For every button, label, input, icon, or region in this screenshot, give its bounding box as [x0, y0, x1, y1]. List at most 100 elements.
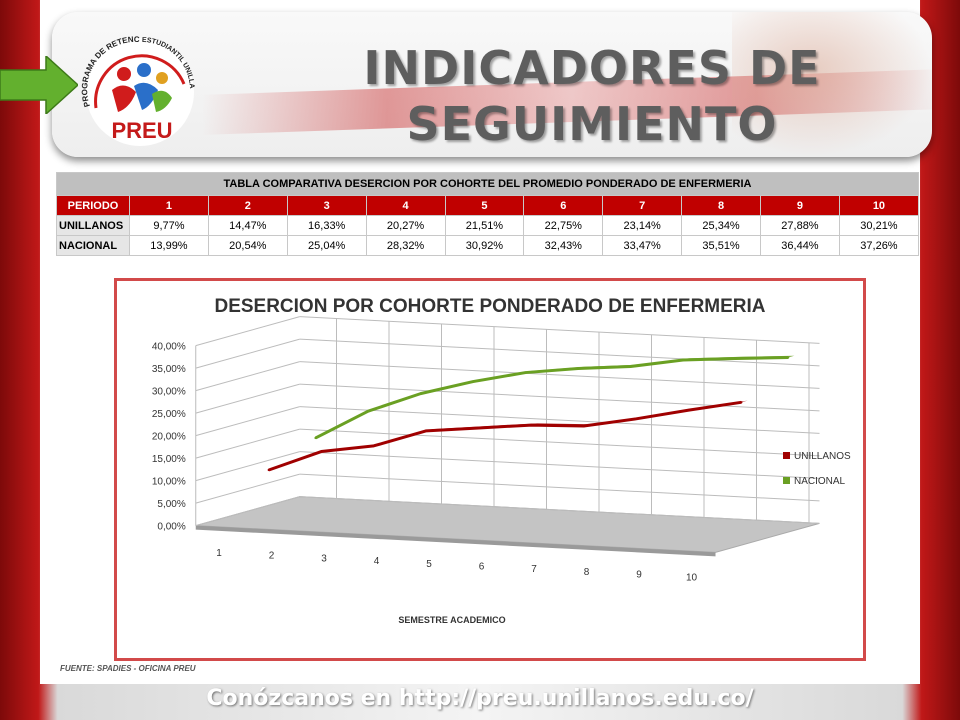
x-tick-label: 5 — [426, 559, 432, 570]
y-tick-label: 0,00% — [157, 522, 185, 533]
x-tick-label: 7 — [531, 564, 537, 575]
back-wall-gridline — [299, 428, 820, 457]
series-line-nacional — [314, 356, 789, 440]
header-banner: INDICADORES DE SEGUIMIENTO — [52, 12, 932, 157]
y-tick-label: 10,00% — [152, 477, 186, 488]
x-tick-label: 6 — [479, 562, 485, 573]
row-label-unillanos: UNILLANOS — [56, 215, 130, 236]
legend-swatch-nacional — [783, 477, 790, 484]
logo-preu-text: PREU — [111, 118, 172, 143]
data-point-unillanos — [582, 424, 585, 428]
data-point-nacional — [366, 409, 370, 413]
data-point-nacional — [419, 392, 422, 395]
table-row: NACIONAL 13,99% 20,54% 25,04% 28,32% 30,… — [56, 235, 920, 256]
x-tick-label: 3 — [321, 553, 327, 564]
table-cell: 36,44% — [760, 235, 840, 256]
table-cell: 22,75% — [523, 215, 604, 236]
x-tick-label: 8 — [584, 567, 590, 578]
table-cell: 30,92% — [444, 235, 525, 256]
table-cell: 27,88% — [760, 215, 840, 236]
comparison-table: TABLA COMPARATIVA DESERCION POR COHORTE … — [56, 172, 920, 256]
table-cell: 25,04% — [286, 235, 367, 256]
table-cell: 37,26% — [838, 235, 920, 256]
chart-container: DESERCION POR COHORTE PONDERADO DE ENFER… — [114, 278, 866, 661]
data-point-unillanos — [530, 423, 533, 427]
side-wall-gridline — [195, 428, 300, 459]
data-point-unillanos — [372, 444, 375, 448]
table-cell: 28,32% — [365, 235, 446, 256]
back-wall-gridline — [299, 451, 820, 479]
data-point-unillanos — [740, 401, 743, 404]
side-wall-gridline — [195, 496, 300, 527]
data-point-nacional — [524, 371, 527, 374]
x-tick-label: 1 — [216, 548, 222, 559]
page-title: INDICADORES DE SEGUIMIENTO — [252, 40, 932, 152]
data-point-unillanos — [635, 417, 638, 421]
back-wall-gridline — [299, 383, 820, 412]
back-wall-gridline — [299, 473, 820, 502]
y-tick-label: 30,00% — [152, 387, 186, 398]
table-cell: 20,54% — [207, 235, 288, 256]
data-point-unillanos — [267, 468, 270, 472]
back-wall-gridline — [299, 338, 820, 367]
legend-label-unillanos: UNILLANOS — [794, 451, 851, 462]
footer-website: Conózcanos en http://preu.unillanos.edu.… — [206, 686, 754, 711]
table-cell: 13,99% — [129, 235, 209, 256]
y-tick-label: 40,00% — [152, 342, 186, 353]
table-header-cell: 8 — [681, 195, 761, 216]
title-line-1: INDICADORES DE — [363, 41, 821, 95]
table-cell: 35,51% — [681, 235, 761, 256]
chart-title: DESERCION POR COHORTE PONDERADO DE ENFER… — [214, 296, 765, 317]
back-wall-gridline — [299, 496, 820, 524]
table-header-cell: 4 — [365, 195, 446, 216]
side-wall-gridline — [195, 406, 300, 437]
banner-photo-decoration — [732, 12, 932, 157]
data-point-nacional — [629, 365, 632, 368]
source-note: FUENTE: SPADIES - OFICINA PREU — [60, 664, 196, 673]
table-header-cell: PERIODO — [56, 195, 130, 216]
preu-logo: PROGRAMA DE RETENCIÓN ESTUDIANTIL UNILLA… — [72, 20, 195, 146]
table-cell: 20,27% — [365, 215, 446, 236]
table-cell: 21,51% — [444, 215, 525, 236]
line-chart-3d: DESERCION POR COHORTE PONDERADO DE ENFER… — [152, 296, 851, 625]
side-wall-gridline — [195, 361, 300, 392]
data-point-nacional — [681, 358, 685, 362]
x-tick-label: 10 — [686, 572, 698, 583]
data-point-nacional — [314, 436, 317, 440]
table-header-row: PERIODO 1 2 3 4 5 6 7 8 9 10 — [56, 195, 920, 216]
table-header-cell: 7 — [602, 195, 683, 216]
table-cell: 23,14% — [602, 215, 683, 236]
y-tick-label: 35,00% — [152, 364, 186, 375]
data-point-nacional — [786, 356, 790, 359]
y-tick-label: 15,00% — [152, 454, 186, 465]
x-axis-label: SEMESTRE ACADEMICO — [398, 615, 505, 625]
table-cell: 14,47% — [207, 215, 288, 236]
y-tick-label: 5,00% — [157, 499, 185, 510]
legend-swatch-unillanos — [783, 452, 790, 459]
table-cell: 16,33% — [286, 215, 367, 236]
data-point-unillanos — [320, 450, 323, 453]
side-wall-gridline — [195, 473, 300, 504]
back-wall-gridline — [299, 316, 820, 344]
title-line-2: SEGUIMIENTO — [406, 97, 778, 151]
back-wall-gridline — [299, 361, 820, 389]
y-tick-label: 20,00% — [152, 432, 186, 443]
table-header-cell: 3 — [286, 195, 367, 216]
data-point-unillanos — [477, 426, 480, 430]
data-point-nacional — [734, 357, 737, 360]
chart-floor-edge — [195, 525, 716, 557]
x-tick-label: 9 — [636, 570, 642, 581]
table-cell: 32,43% — [523, 235, 604, 256]
table-header-cell: 5 — [444, 195, 525, 216]
data-point-nacional — [471, 380, 475, 383]
arrow-right-icon — [0, 56, 78, 114]
table-cell: 9,77% — [129, 215, 209, 236]
table-cell: 30,21% — [838, 215, 920, 236]
side-wall-gridline — [195, 316, 300, 347]
table-header-cell: 1 — [129, 195, 209, 216]
back-wall-gridline — [299, 406, 820, 434]
legend-label-nacional: NACIONAL — [794, 476, 846, 487]
table-header-cell: 2 — [207, 195, 288, 216]
series-line-unillanos — [268, 400, 742, 472]
table-header-cell: 10 — [838, 195, 920, 216]
